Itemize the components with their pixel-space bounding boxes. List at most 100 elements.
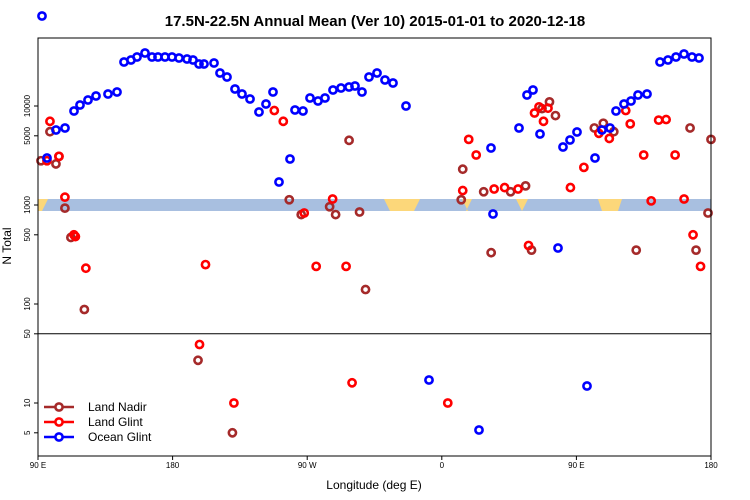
data-point bbox=[646, 196, 657, 206]
x-tick-label: 180 bbox=[704, 461, 718, 470]
data-point bbox=[70, 231, 81, 242]
y-tick-label: 1000 bbox=[23, 196, 32, 214]
data-point bbox=[330, 209, 341, 220]
data-point bbox=[194, 59, 204, 69]
x-tick-label: 90 E bbox=[568, 461, 584, 470]
data-point bbox=[328, 85, 338, 95]
legend-label: Ocean Glint bbox=[88, 430, 152, 444]
data-point bbox=[194, 339, 205, 350]
land-mask-band bbox=[38, 199, 711, 211]
data-point bbox=[513, 184, 523, 194]
data-point bbox=[261, 99, 271, 109]
data-point bbox=[274, 177, 284, 187]
data-point bbox=[528, 85, 538, 95]
y-tick-label: 5000 bbox=[23, 126, 32, 144]
legend-label: Land Nadir bbox=[88, 400, 147, 414]
data-point bbox=[344, 135, 354, 146]
data-point bbox=[670, 150, 681, 160]
data-point bbox=[83, 95, 93, 105]
data-point bbox=[284, 194, 295, 205]
data-point bbox=[254, 107, 264, 117]
data-point bbox=[611, 106, 621, 116]
y-tick-label: 50 bbox=[23, 329, 32, 338]
data-point bbox=[51, 125, 61, 135]
x-axis-label: Longitude (deg E) bbox=[326, 478, 421, 492]
data-point bbox=[140, 48, 150, 58]
data-point bbox=[324, 201, 335, 212]
x-axis-ticks: 90 E 180 90 W 0 90 E 180 bbox=[30, 456, 718, 470]
data-point bbox=[245, 94, 255, 104]
land-segment bbox=[516, 199, 528, 211]
plot-frame bbox=[37, 37, 712, 457]
data-point bbox=[290, 105, 300, 115]
y-axis-label: N Total bbox=[0, 227, 14, 264]
data-point bbox=[269, 105, 280, 116]
data-point bbox=[671, 52, 681, 62]
data-point bbox=[663, 55, 673, 65]
data-point bbox=[60, 123, 70, 133]
x-tick-label: 90 E bbox=[30, 461, 46, 470]
data-point bbox=[112, 87, 122, 97]
data-point bbox=[488, 209, 498, 219]
data-point bbox=[424, 375, 434, 385]
data-point bbox=[522, 90, 532, 100]
data-point bbox=[520, 180, 531, 191]
data-point bbox=[604, 133, 615, 144]
data-point bbox=[694, 53, 704, 63]
data-point bbox=[200, 259, 211, 270]
data-point bbox=[653, 115, 664, 126]
data-point bbox=[442, 398, 453, 408]
data-point bbox=[535, 129, 545, 139]
land-segment bbox=[38, 199, 48, 211]
data-point bbox=[457, 185, 468, 196]
data-point bbox=[103, 89, 113, 99]
land-segment bbox=[384, 199, 420, 211]
data-point bbox=[327, 194, 338, 204]
data-point bbox=[364, 72, 374, 82]
data-point bbox=[372, 68, 382, 78]
data-point bbox=[174, 53, 184, 63]
data-point bbox=[625, 118, 636, 129]
data-point bbox=[237, 89, 247, 99]
data-point bbox=[215, 68, 225, 78]
y-tick-label: 100 bbox=[23, 297, 32, 311]
data-point bbox=[626, 96, 636, 106]
x-tick-label: 180 bbox=[166, 461, 180, 470]
data-point bbox=[278, 116, 289, 127]
legend-marker bbox=[54, 402, 64, 412]
series-land-glint bbox=[42, 101, 706, 408]
data-point bbox=[688, 229, 698, 240]
data-point bbox=[514, 123, 524, 133]
data-point bbox=[638, 150, 649, 160]
data-point bbox=[679, 194, 689, 204]
data-point bbox=[336, 83, 346, 93]
data-point bbox=[132, 52, 142, 62]
data-point bbox=[553, 243, 563, 253]
data-point bbox=[457, 164, 468, 175]
data-point bbox=[572, 127, 582, 137]
data-point bbox=[631, 245, 642, 256]
data-point bbox=[642, 89, 652, 99]
data-point bbox=[91, 91, 101, 101]
data-point bbox=[75, 100, 85, 110]
data-point bbox=[298, 106, 308, 116]
data-point bbox=[534, 101, 544, 112]
data-point bbox=[486, 247, 497, 258]
data-point bbox=[209, 58, 219, 68]
data-point bbox=[199, 59, 209, 69]
chart-title: 17.5N-22.5N Annual Mean (Ver 10) 2015-01… bbox=[165, 13, 585, 30]
data-point bbox=[489, 184, 500, 194]
data-point bbox=[456, 194, 467, 205]
data-point bbox=[341, 261, 351, 272]
legend-marker bbox=[54, 417, 64, 427]
ocean-band bbox=[38, 199, 711, 211]
y-tick-label: 5 bbox=[23, 430, 32, 435]
data-point bbox=[268, 87, 278, 97]
data-point bbox=[230, 84, 240, 94]
data-point bbox=[60, 192, 70, 203]
data-point bbox=[685, 123, 695, 133]
data-point bbox=[655, 57, 665, 67]
data-point bbox=[661, 114, 672, 125]
